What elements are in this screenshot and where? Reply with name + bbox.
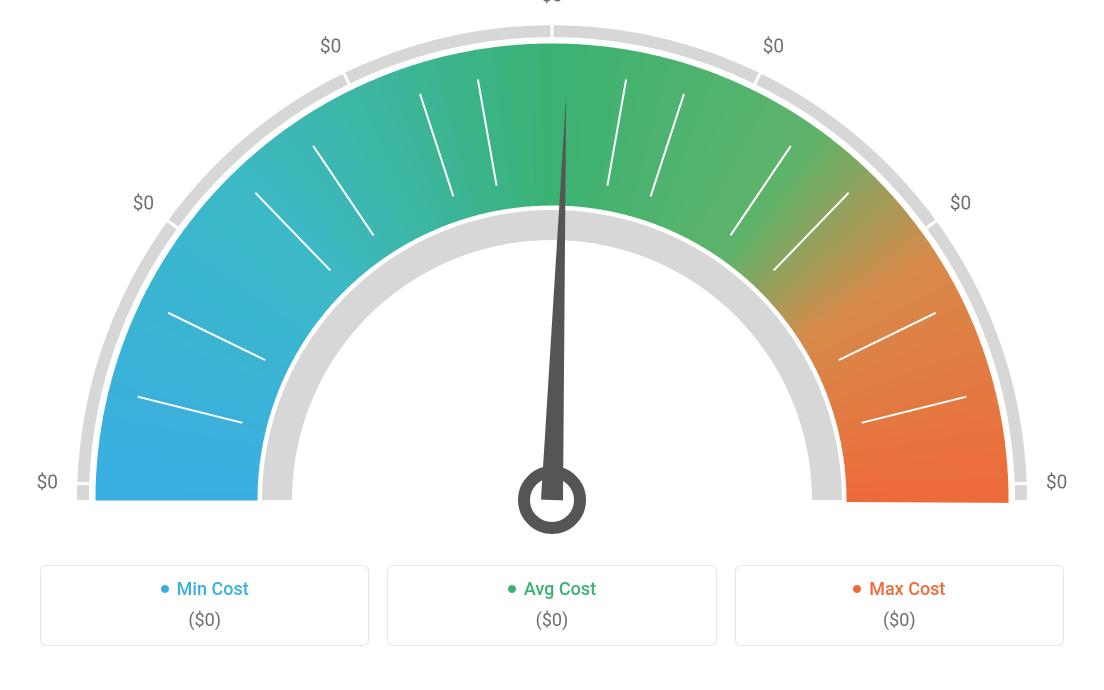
gauge-tick-label: $0 — [133, 192, 154, 215]
legend-card: Min Cost ($0) — [40, 565, 369, 646]
gauge-tick-label: $0 — [541, 0, 562, 7]
gauge-tick-label: $0 — [37, 471, 58, 494]
legend-value: ($0) — [41, 610, 368, 631]
legend-title: Avg Cost — [508, 579, 596, 600]
legend-title-text: Max Cost — [869, 579, 945, 600]
legend-dot-icon — [161, 585, 169, 593]
gauge-chart: $0 $0 $0 $0 $0 $0 $0 — [0, 0, 1104, 560]
gauge-tick-label: $0 — [950, 192, 971, 215]
legend-card: Max Cost ($0) — [735, 565, 1064, 646]
legend-value: ($0) — [388, 610, 715, 631]
legend-row: Min Cost ($0) Avg Cost ($0) Max Cost ($0) — [40, 565, 1064, 646]
gauge-svg — [0, 0, 1104, 560]
legend-dot-icon — [508, 585, 516, 593]
gauge-tick-label: $0 — [1046, 471, 1067, 494]
gauge-tick-label: $0 — [763, 35, 784, 58]
legend-value: ($0) — [736, 610, 1063, 631]
legend-title: Min Cost — [161, 579, 249, 600]
gauge-tick-label: $0 — [320, 35, 341, 58]
legend-dot-icon — [853, 585, 861, 593]
legend-title-text: Avg Cost — [524, 579, 596, 600]
legend-title: Max Cost — [853, 579, 945, 600]
legend-card: Avg Cost ($0) — [387, 565, 716, 646]
legend-title-text: Min Cost — [177, 579, 249, 600]
